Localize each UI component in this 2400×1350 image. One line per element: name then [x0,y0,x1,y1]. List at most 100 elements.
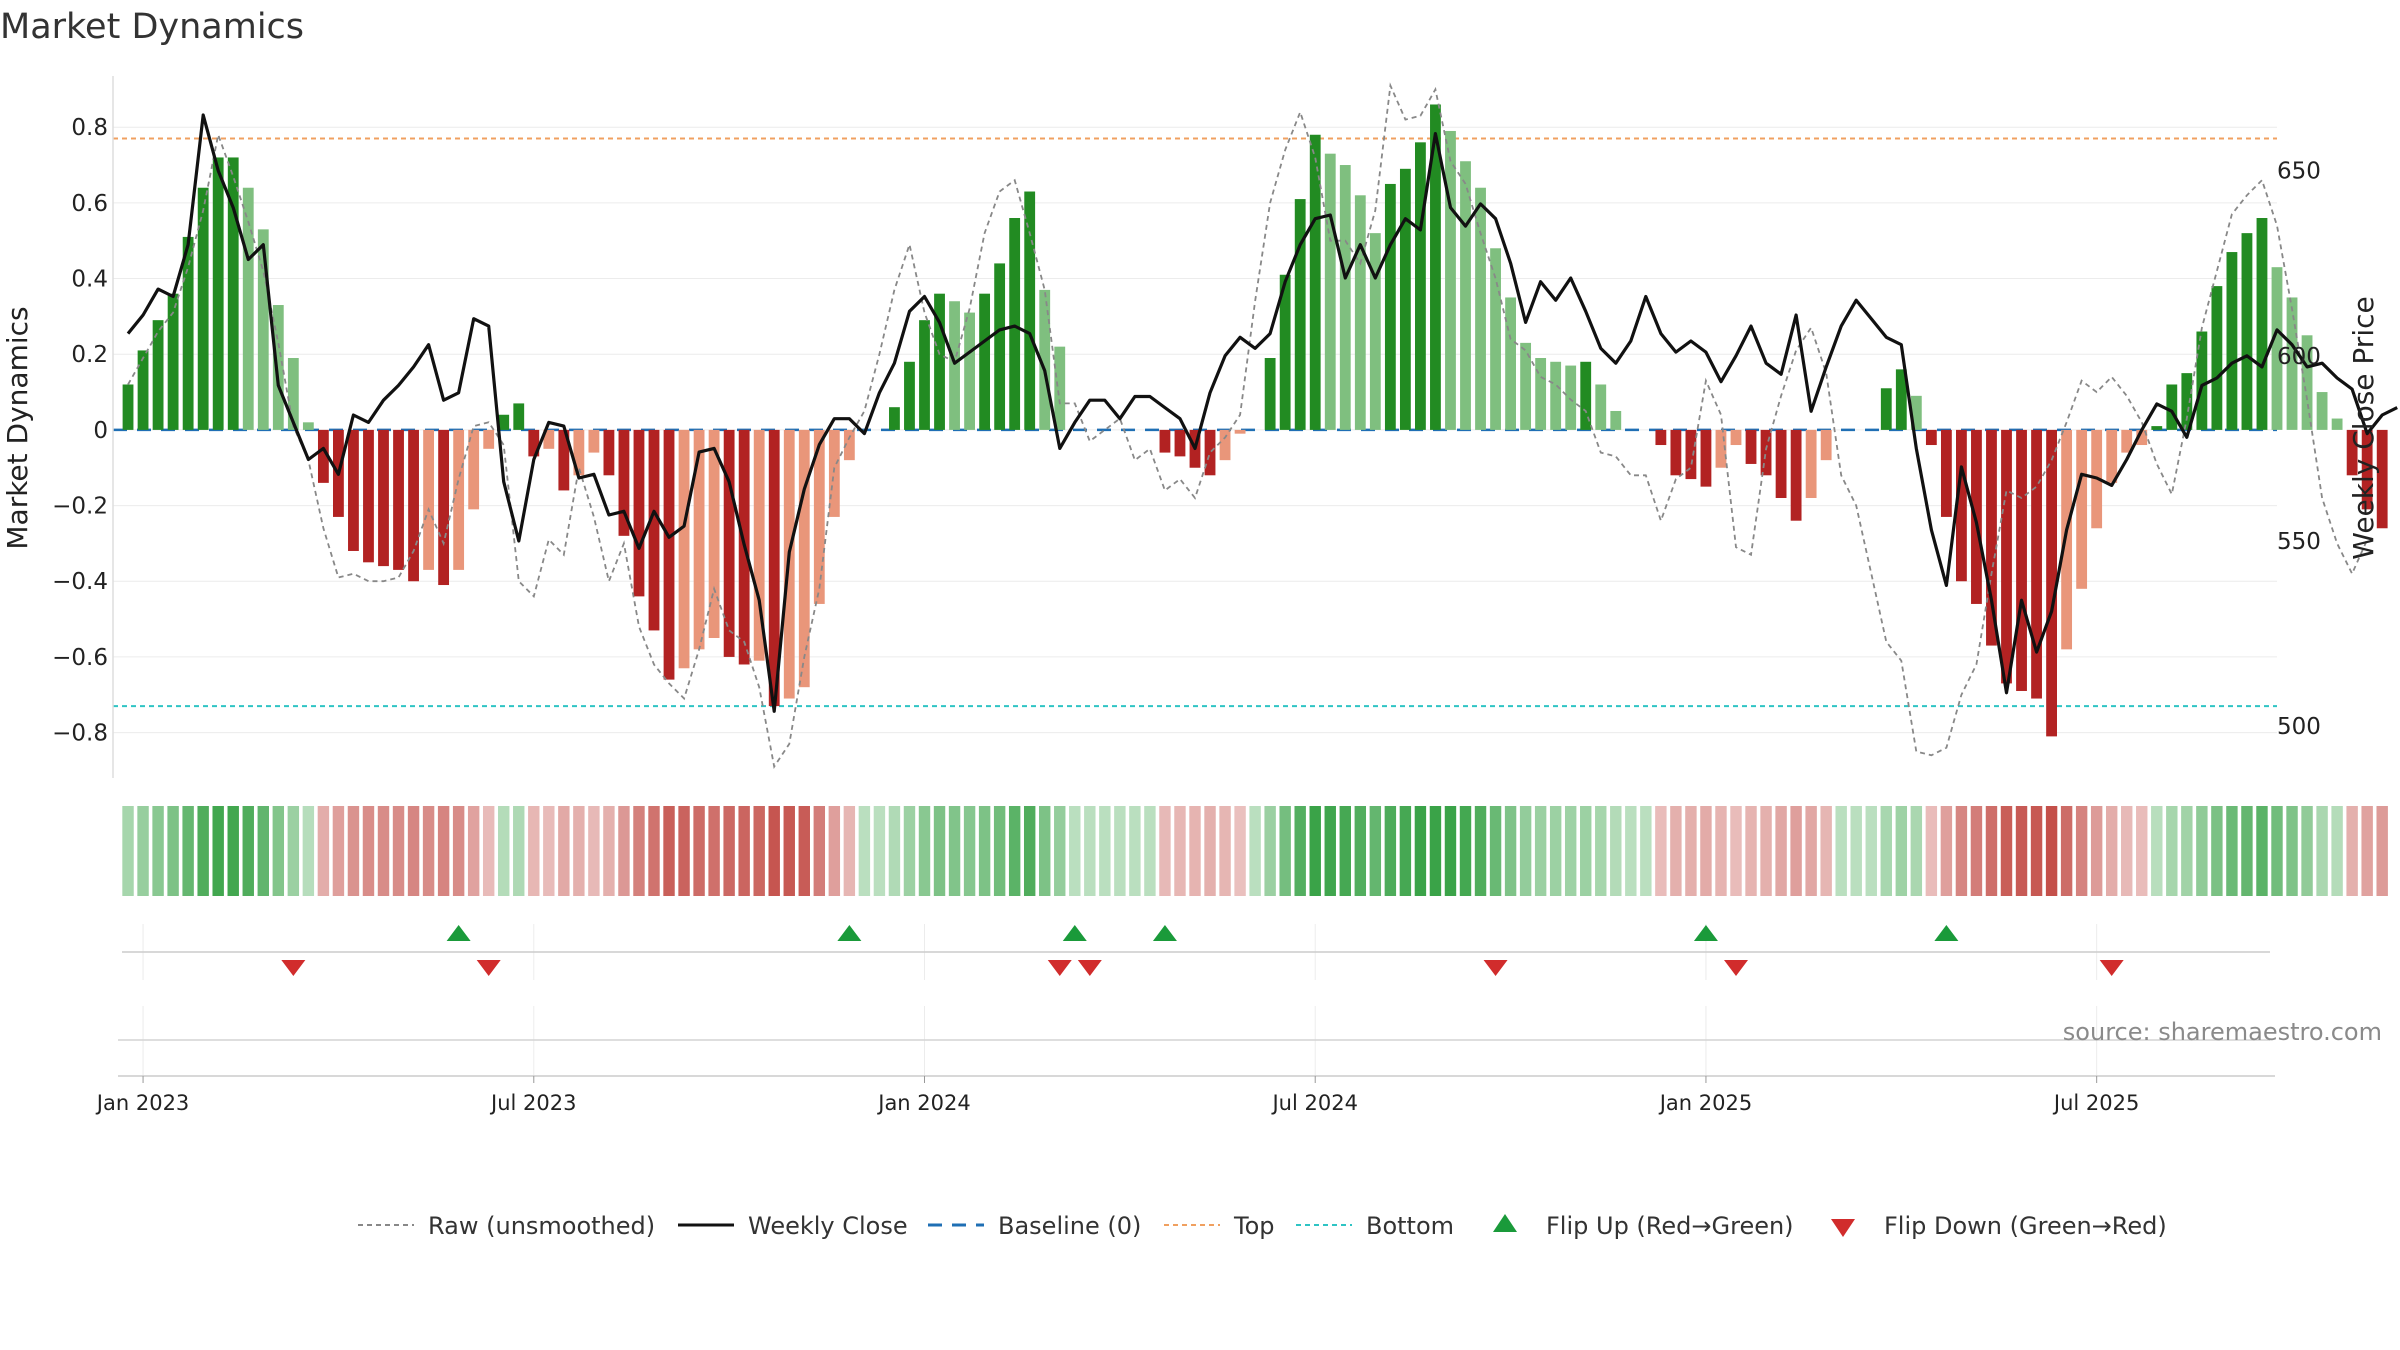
regime-cell [708,806,720,896]
regime-cell [858,806,871,896]
momentum-bar [1760,429,1772,476]
momentum-bar [1700,429,1712,487]
regime-cell [1099,806,1111,896]
momentum-bar [2196,331,2208,430]
regime-cell [1294,806,1306,896]
y-tick-label: −0.6 [52,645,108,671]
momentum-bar [1895,369,1907,430]
flip-down-marker [281,960,306,976]
regime-cell [1069,806,1081,896]
momentum-bar [588,429,600,453]
regime-cell [1129,806,1141,896]
regime-cell [2316,806,2328,896]
momentum-bar [272,305,284,430]
regime-cell [918,806,931,896]
momentum-bar [1264,358,1276,430]
regime-cell [2151,806,2163,896]
regime-cell [723,806,735,896]
momentum-bar [1745,429,1757,464]
momentum-bar [1009,218,1021,430]
legend: Raw (unsmoothed) Weekly Close Baseline (… [358,1212,2167,1240]
regime-cell [1414,806,1427,896]
regime-cell [2015,806,2028,896]
regime-cell [1850,806,1862,896]
momentum-bar [1294,199,1306,430]
weekly-close-series [126,113,2398,713]
x-tick-label: Jan 2025 [1658,1091,1753,1115]
regime-cell [1219,806,1231,896]
regime-cell [1519,806,1532,896]
regime-cell [1279,806,1291,896]
regime-cell [543,806,555,896]
momentum-bar [498,414,510,430]
regime-cell [1925,806,1938,896]
regime-cell [558,806,570,896]
legend-raw-label: Raw (unsmoothed) [428,1212,655,1240]
momentum-bar [197,187,209,430]
regime-cell [1159,806,1171,896]
regime-cell [1715,806,1727,896]
momentum-bar [2211,286,2223,430]
regime-cell [2166,806,2178,896]
regime-cell [2136,806,2148,896]
momentum-bar [483,429,495,449]
regime-cell [1459,806,1472,896]
regime-cell [1580,806,1592,896]
regime-cell [2301,806,2313,896]
momentum-bar [708,429,720,638]
momentum-bar [317,429,329,483]
legend-flip-up-icon [1493,1214,1517,1232]
y-tick-label: −0.8 [52,721,108,747]
regime-cell [1895,806,1908,896]
regime-cell [648,806,660,896]
regime-cell [1339,806,1351,896]
momentum-bar [242,187,254,430]
regime-cell [1610,806,1622,896]
momentum-bar [663,429,675,680]
momentum-bar [1595,384,1607,430]
legend-flip-down-label: Flip Down (Green→Red) [1884,1212,2167,1240]
regime-cell [528,806,540,896]
momentum-bar [122,384,134,430]
y-tick-label: 0.4 [71,267,108,293]
momentum-bar [2181,373,2193,430]
momentum-bar [378,429,389,567]
momentum-bar [2316,392,2328,430]
momentum-bar [603,429,615,476]
regime-cell [1174,806,1186,896]
regime-cell [1429,806,1442,896]
momentum-bars [122,104,2388,737]
regime-cell [2346,806,2358,896]
regime-cell [2030,806,2043,896]
regime-cell [948,806,961,896]
momentum-bar [1309,134,1321,430]
regime-cell [1625,806,1637,896]
momentum-bar [753,429,765,661]
flip-markers-panel [122,924,2270,980]
regime-cell [1054,806,1066,896]
momentum-bar [438,429,450,586]
regime-cell [2361,806,2373,896]
regime-cell [452,806,465,896]
regime-strip [122,806,2388,896]
regime-cell [2226,806,2238,896]
regime-cell [1985,806,1998,896]
momentum-bar [2151,426,2163,430]
momentum-bar [1460,161,1471,430]
regime-cell [663,806,675,896]
regime-cell [1685,806,1697,896]
regime-cell [422,806,435,896]
momentum-bar [1925,429,1937,446]
momentum-bar [1204,429,1216,476]
momentum-bar [843,429,855,461]
regime-cell [227,806,239,896]
momentum-bar [2376,429,2388,529]
legend-flip-down-icon [1831,1219,1855,1237]
momentum-bar [1219,429,1231,461]
right-y-tick-labels: 650 600 550 500 [2277,159,2321,741]
regime-cell [407,806,420,896]
momentum-bar [1384,183,1396,430]
regime-cell [1369,806,1382,896]
momentum-bar [1715,429,1727,468]
